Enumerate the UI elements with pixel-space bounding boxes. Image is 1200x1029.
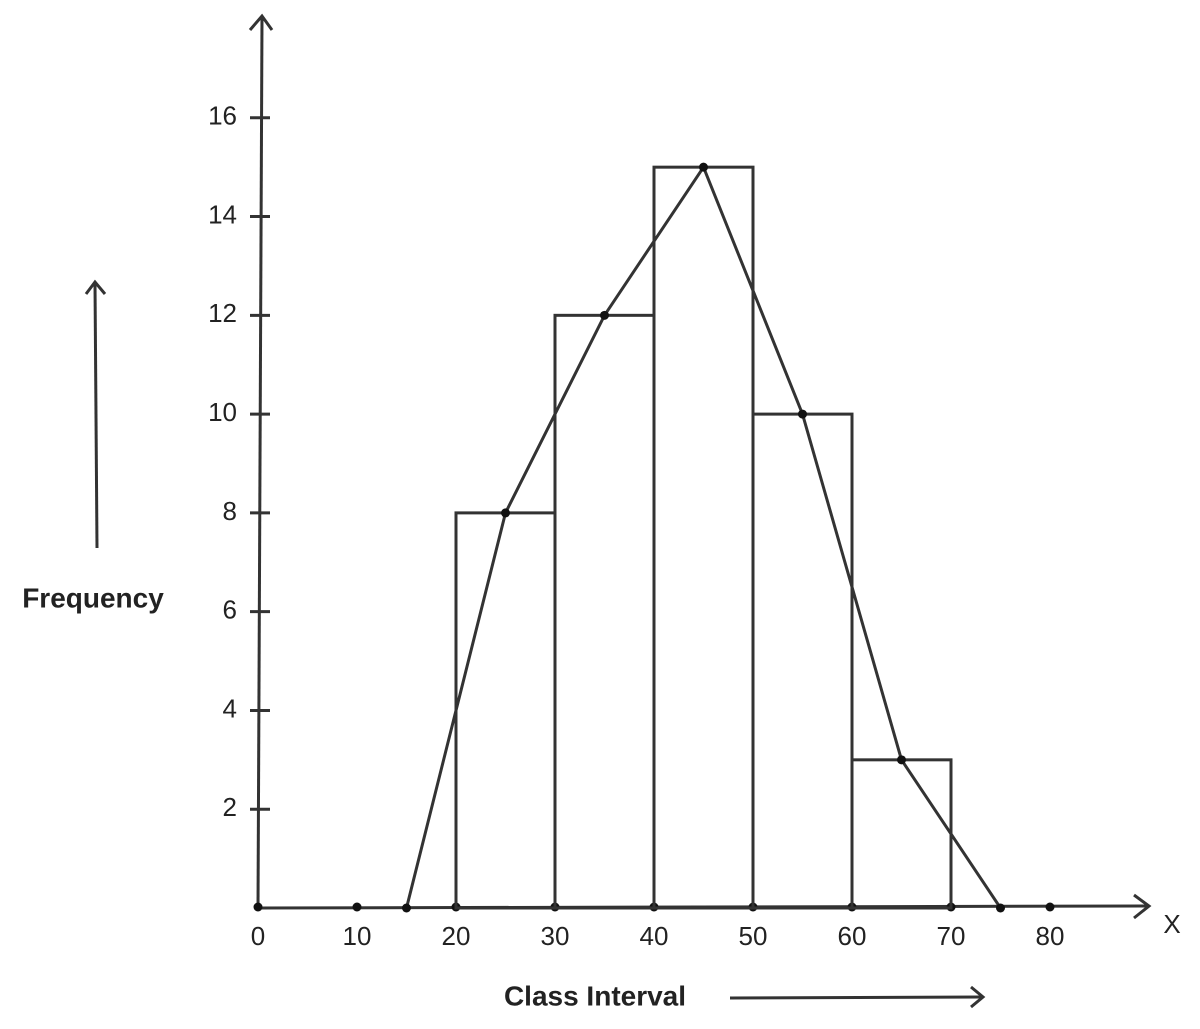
x-tick-label: 80 xyxy=(1036,921,1065,951)
x-axis-arrow xyxy=(1133,893,1152,920)
polygon-point xyxy=(996,903,1005,913)
y-tick-label: 2 xyxy=(223,792,237,822)
polygon-point xyxy=(798,409,807,419)
x-tick-label: 30 xyxy=(541,921,570,951)
x-tick-label: 50 xyxy=(739,921,768,951)
x-tick-label: 40 xyxy=(640,921,669,951)
frequency-polygon xyxy=(405,163,1002,909)
polygon-point xyxy=(699,162,708,172)
x-tick-label: 10 xyxy=(343,921,372,951)
bar xyxy=(553,313,656,910)
bar xyxy=(454,511,557,910)
polygon-point xyxy=(897,755,906,765)
bar xyxy=(850,758,953,910)
x-tick-label: 20 xyxy=(442,921,471,951)
x-tick-label: 70 xyxy=(937,921,966,951)
x-tick xyxy=(1045,902,1055,912)
y-tick-label: 14 xyxy=(208,199,237,229)
y-label-arrow xyxy=(93,283,99,549)
x-axis-name: X xyxy=(1163,909,1180,939)
y-tick-label: 6 xyxy=(223,595,237,625)
y-axis-arrow xyxy=(248,13,274,31)
x-tick-label: 0 xyxy=(251,921,265,951)
polygon-point xyxy=(501,508,510,518)
x-tick xyxy=(253,902,263,912)
y-tick-label: 16 xyxy=(208,101,237,131)
polygon-point xyxy=(600,310,609,320)
polygon-point xyxy=(402,903,411,913)
bar xyxy=(751,412,854,910)
y-tick-label: 10 xyxy=(208,397,237,427)
x-label-arrow xyxy=(729,995,983,1000)
y-tick-label: 8 xyxy=(223,496,237,526)
x-tick-label: 60 xyxy=(838,921,867,951)
y-axis xyxy=(256,17,264,909)
y-tick-label: 12 xyxy=(208,298,237,328)
y-axis-label: Frequency xyxy=(22,582,164,613)
x-axis-label: Class Interval xyxy=(504,980,686,1011)
y-tick-label: 4 xyxy=(223,693,237,723)
y-label-arrow-head xyxy=(84,279,107,295)
x-label-arrow-head xyxy=(970,985,986,1009)
x-tick xyxy=(352,902,362,912)
bar xyxy=(652,165,755,910)
